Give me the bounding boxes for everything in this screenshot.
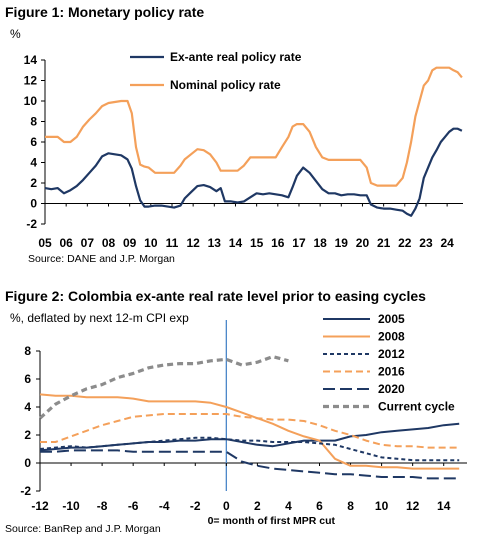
figure2-x-tick-label: 10: [375, 499, 389, 513]
figure2-legend-label: 2005: [378, 312, 405, 326]
figure2-legend-label: Current cycle: [378, 400, 455, 414]
figure1-unit-label: %: [10, 27, 21, 41]
figure2-y-tick-label: 4: [24, 400, 31, 414]
figure2-legend-label: 2008: [378, 330, 405, 344]
figure2-x-tick-label: -6: [128, 499, 139, 513]
figure2-y-tick-label: 8: [24, 344, 31, 358]
figure2-y-tick-label: 6: [24, 372, 31, 386]
figure1-x-tick-label: 06: [59, 236, 73, 250]
figure2-x-tick-label: -8: [97, 499, 108, 513]
figure1-series-line: [44, 127, 463, 217]
figure1-x-tick-label: 16: [271, 236, 285, 250]
figure1-x-tick-label: 08: [102, 236, 116, 250]
figure1-y-tick-label: 8: [30, 115, 37, 129]
figure1-x-tick-label: 17: [292, 236, 306, 250]
figure1-x-tick-label: 07: [81, 236, 95, 250]
figure1-y-tick-label: 0: [30, 197, 37, 211]
figure2-x-tick-label: 8: [347, 499, 354, 513]
figure1-x-tick-label: 22: [398, 236, 412, 250]
figure1-x-tick-label: 24: [440, 236, 454, 250]
figure1-x-tick-label: 12: [186, 236, 200, 250]
figure1-x-tick-label: 11: [166, 236, 179, 250]
figure1-x-tick-label: 23: [419, 236, 433, 250]
figure1-y-tick-label: -2: [26, 217, 37, 231]
figure1-y-tick-label: 14: [24, 53, 38, 67]
figure1-legend-label: Nominal policy rate: [170, 78, 281, 92]
figure2-y-tick-label: 0: [24, 456, 31, 470]
figure2-x-axis-label: 0= month of first MPR cut: [208, 515, 336, 527]
figure2-x-tick-label: -10: [62, 499, 80, 513]
figure1-x-tick-label: 09: [123, 236, 137, 250]
figure2-y-tick-label: -2: [20, 484, 31, 498]
figure1-x-tick-label: 13: [208, 236, 222, 250]
figure1-source: Source: DANE and J.P. Morgan: [28, 253, 175, 265]
figure2-legend-label: 2016: [378, 365, 405, 379]
figure1-y-tick-label: 2: [30, 176, 37, 190]
figure1-y-tick-label: 4: [30, 156, 37, 170]
figure2-x-tick-label: 4: [285, 499, 292, 513]
figure2-x-tick-label: 12: [406, 499, 420, 513]
figure1-series-line: [45, 66, 463, 187]
figure2-x-tick-label: 2: [254, 499, 261, 513]
figure2-legend-label: 2012: [378, 347, 405, 361]
figure2-x-tick-label: 14: [437, 499, 451, 513]
figure1-y-tick-label: 10: [24, 94, 38, 108]
figure2-series-line: [40, 413, 460, 449]
figure1-y-tick-label: 12: [24, 74, 38, 88]
figure1-x-tick-label: 20: [356, 236, 370, 250]
figure2-y-tick-label: 2: [24, 428, 31, 442]
figure1-y-tick-label: 6: [30, 135, 37, 149]
figure2-series-line: [39, 393, 460, 470]
figure2-legend-label: 2020: [378, 382, 405, 396]
figure1-x-tick-label: 19: [335, 236, 349, 250]
figure2-x-tick-label: -4: [159, 499, 170, 513]
figure1-x-tick-label: 05: [38, 236, 52, 250]
figure1-legend-label: Ex-ante real policy rate: [170, 50, 302, 64]
figure2-x-tick-label: 0: [223, 499, 230, 513]
figure1-x-tick-label: 10: [144, 236, 158, 250]
figure2-title: Figure 2: Colombia ex-ante real rate lev…: [5, 288, 426, 304]
figure2-series-line: [40, 449, 460, 480]
figure1-x-tick-label: 18: [313, 236, 327, 250]
figure2-unit-label: %, deflated by next 12-m CPI exp: [10, 311, 189, 325]
figure2-source: Source: BanRep and J.P. Morgan: [5, 523, 161, 535]
figure2-x-tick-label: -2: [190, 499, 201, 513]
figure2-x-tick-label: 6: [316, 499, 323, 513]
figure1-x-tick-label: 15: [250, 236, 264, 250]
figure1-title: Figure 1: Monetary policy rate: [5, 4, 205, 20]
figure1-x-tick-label: 21: [377, 236, 391, 250]
figure1-x-tick-label: 14: [229, 236, 243, 250]
figure2-x-tick-label: -12: [31, 499, 49, 513]
figure2-series-line: [39, 436, 460, 462]
figure2-series-line: [38, 355, 289, 420]
